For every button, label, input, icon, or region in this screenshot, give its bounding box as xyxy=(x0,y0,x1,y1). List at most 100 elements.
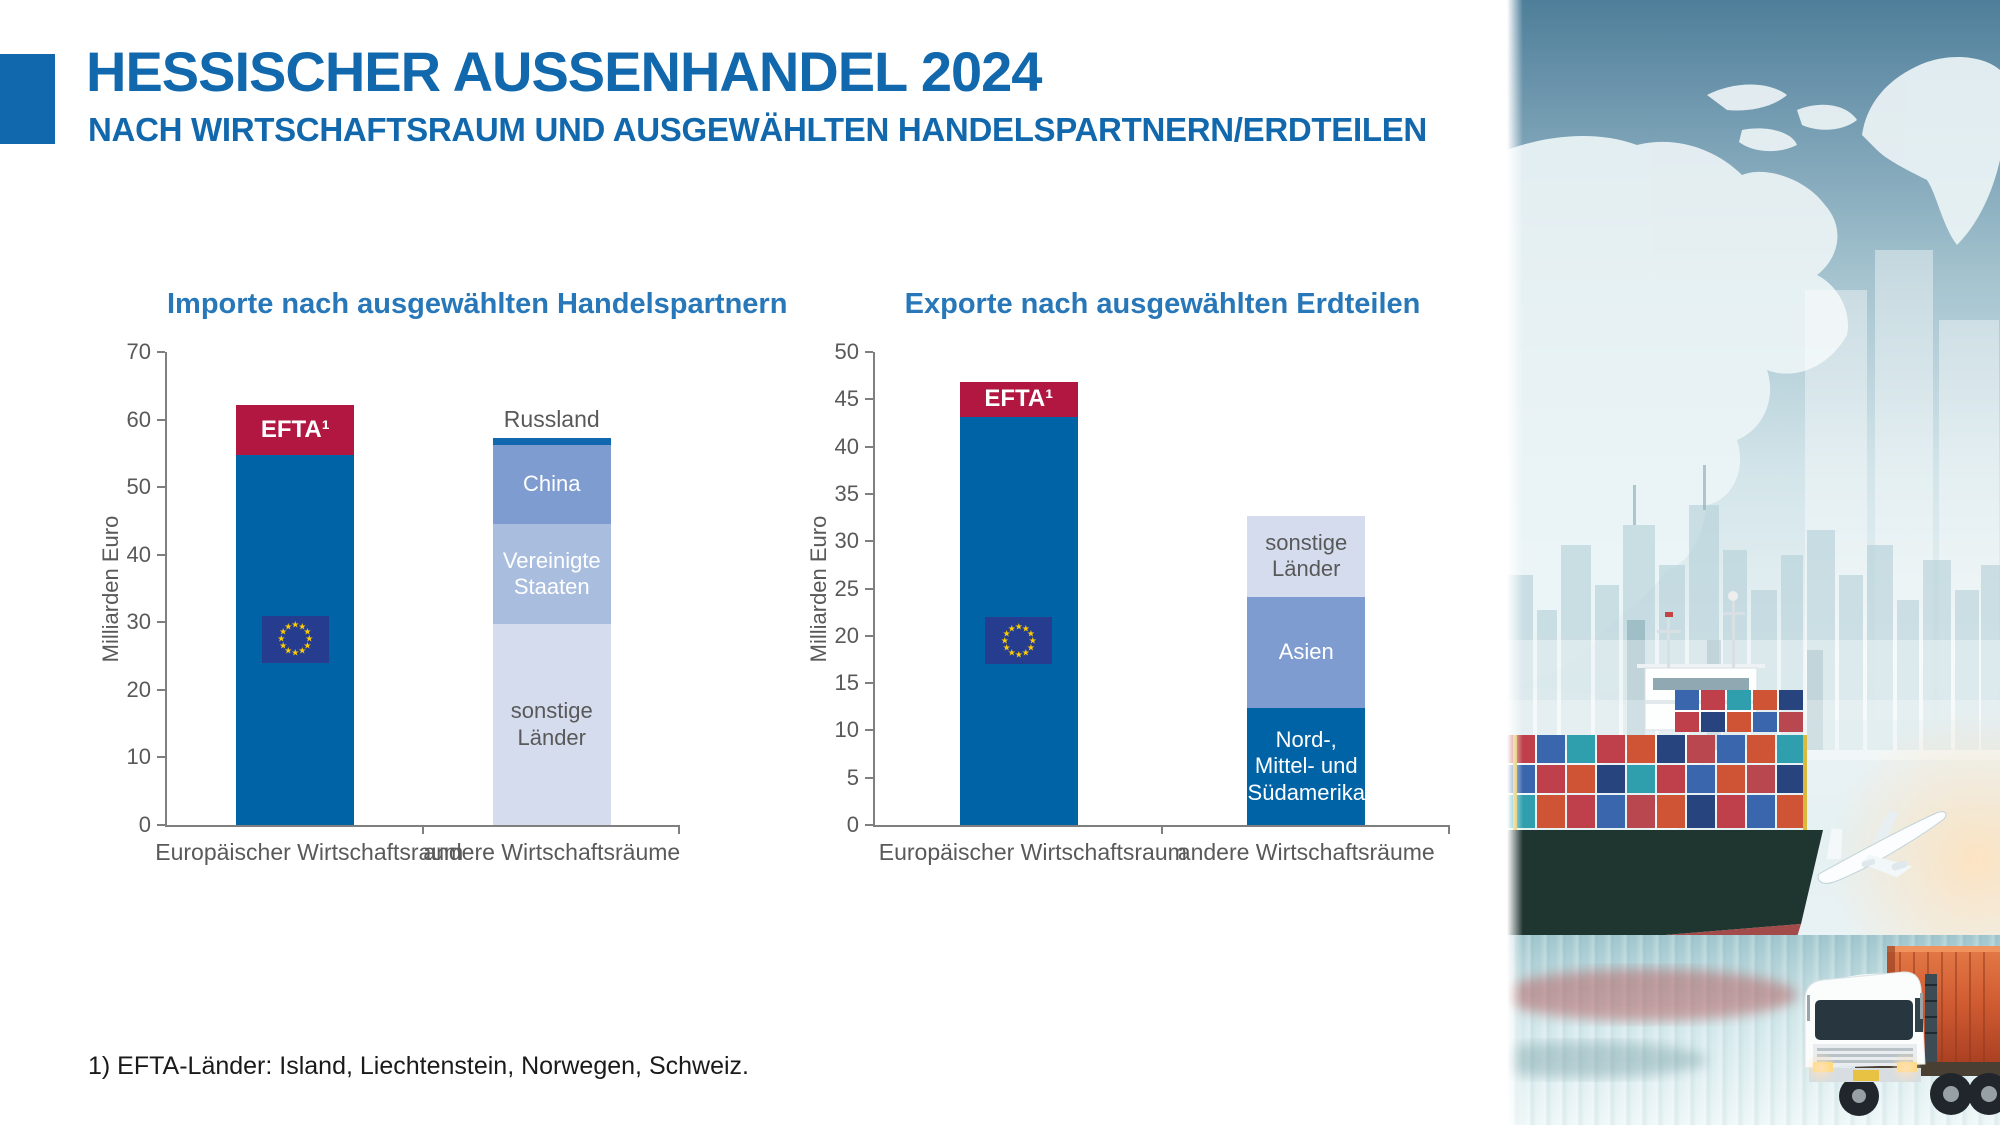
y-tick-label: 15 xyxy=(834,670,859,696)
y-tick-label: 0 xyxy=(846,812,859,837)
y-axis-line xyxy=(165,352,167,827)
y-axis-title: Milliarden Euro xyxy=(98,515,123,662)
page-title: HESSISCHER AUSSENHANDEL 2024 xyxy=(86,40,1042,103)
airplane-icon xyxy=(1817,810,1947,884)
eu-star: ★ xyxy=(1028,635,1037,646)
eu-star: ★ xyxy=(279,626,288,637)
segment-label-efta: EFTA¹ xyxy=(260,415,330,443)
y-tick-mark xyxy=(157,688,165,691)
bar-segment-efta: EFTA¹ xyxy=(236,405,355,456)
footnote: 1) EFTA-Länder: Island, Liechtenstein, N… xyxy=(88,1052,749,1080)
bar-segment-russland xyxy=(492,437,611,445)
eu-star: ★ xyxy=(284,645,293,656)
eu-star: ★ xyxy=(1021,647,1030,658)
y-tick-mark xyxy=(157,756,165,759)
eu-star: ★ xyxy=(1026,628,1035,639)
y-tick-label: 50 xyxy=(834,339,859,364)
import-chart: Importe nach ausgewählten Handelspartner… xyxy=(80,288,788,888)
segment-label-russland: Russland xyxy=(503,405,600,432)
y-tick-label: 35 xyxy=(834,480,859,506)
y-tick-mark xyxy=(865,398,873,401)
y-tick-mark xyxy=(865,776,873,779)
y-tick-mark xyxy=(865,492,873,495)
export-chart: Exporte nach ausgewählten Erdteilen Milli… xyxy=(795,288,1455,888)
bar-segment-nord-mittel-und-südamerika: Nord-, Mittel- und Südamerika xyxy=(1247,707,1366,825)
y-tick-label: 20 xyxy=(126,676,151,702)
bar-segment-sonstige-länder: sonstige Länder xyxy=(1247,515,1366,597)
accent-square xyxy=(0,54,55,144)
y-tick-label: 45 xyxy=(834,386,859,412)
y-tick-label: 40 xyxy=(834,433,859,459)
y-tick-label: 60 xyxy=(126,406,151,432)
segment-label-sonstige-länder: sonstige Länder xyxy=(1265,529,1348,582)
container-truck xyxy=(1804,946,2000,1116)
bar-segment-sonstige-länder: sonstige Länder xyxy=(492,624,611,825)
ship-hull xyxy=(1507,830,1823,948)
y-tick-mark xyxy=(157,824,165,826)
segment-label-vereinigte-staaten: Vereinigte Staaten xyxy=(502,547,601,600)
x-tick-mark xyxy=(678,827,680,834)
segment-label-nord-mittel-und-südamerika: Nord-, Mittel- und Südamerika xyxy=(1247,726,1365,805)
chart-title: Importe nach ausgewählten Handelspartner… xyxy=(167,288,788,320)
x-tick-mark xyxy=(1160,827,1163,834)
y-tick-label: 10 xyxy=(126,744,151,770)
eu-star: ★ xyxy=(303,640,312,651)
eu-star: ★ xyxy=(1000,635,1009,646)
segment-label-asien: Asien xyxy=(1278,639,1334,665)
x-axis-line xyxy=(873,825,1450,827)
eu-flag-icon: ★ ★ ★ ★ ★ ★ ★ ★ ★ ★ ★ ★ xyxy=(985,617,1053,665)
category-label: Europäischer Wirtschaftsraum xyxy=(878,839,1187,865)
category-label: andere Wirtschaftsräume xyxy=(1177,839,1435,865)
license-plate xyxy=(1853,1070,1879,1081)
eu-star: ★ xyxy=(303,626,312,637)
sun-glow xyxy=(1827,710,2000,1010)
eu-star: ★ xyxy=(291,619,300,630)
y-tick-mark xyxy=(865,634,873,637)
logistics-photo xyxy=(1507,0,2000,1125)
eu-star: ★ xyxy=(1002,628,1011,639)
y-tick-mark xyxy=(865,587,873,590)
y-tick-mark xyxy=(865,729,873,732)
segment-label-china: China xyxy=(523,471,581,497)
x-axis-line xyxy=(165,825,680,827)
y-tick-label: 10 xyxy=(834,717,859,743)
eu-star: ★ xyxy=(1021,622,1030,633)
category-label: Europäischer Wirtschaftsraum xyxy=(155,839,464,865)
eu-star: ★ xyxy=(298,621,307,632)
y-tick-mark xyxy=(865,540,873,543)
eu-star: ★ xyxy=(1026,642,1035,653)
y-tick-mark xyxy=(157,418,165,421)
eu-star: ★ xyxy=(305,633,314,644)
eu-star: ★ xyxy=(291,647,300,658)
eu-star: ★ xyxy=(284,621,293,632)
eu-star: ★ xyxy=(298,645,307,656)
y-tick-mark xyxy=(157,621,165,624)
bar-segment-asien: Asien xyxy=(1247,597,1366,708)
bar-segment-vereinigte-staaten: Vereinigte Staaten xyxy=(492,524,611,625)
segment-label-efta: EFTA¹ xyxy=(984,385,1054,413)
bar-segment-china: China xyxy=(492,444,611,525)
eu-star: ★ xyxy=(1014,649,1023,660)
x-tick-mark xyxy=(1448,827,1450,834)
y-tick-mark xyxy=(865,824,873,826)
water-reflection-teal xyxy=(1507,1042,1707,1078)
y-tick-label: 0 xyxy=(138,812,151,837)
y-tick-label: 5 xyxy=(846,764,859,790)
y-tick-label: 40 xyxy=(126,541,151,567)
eu-star: ★ xyxy=(1007,622,1016,633)
y-axis-line xyxy=(873,352,875,827)
eu-star: ★ xyxy=(1002,642,1011,653)
y-tick-label: 30 xyxy=(834,528,859,554)
y-tick-label: 30 xyxy=(126,609,151,635)
y-tick-mark xyxy=(157,351,165,353)
eu-star: ★ xyxy=(279,640,288,651)
y-tick-mark xyxy=(157,553,165,556)
y-tick-mark xyxy=(865,351,873,353)
segment-label-sonstige-länder: sonstige Länder xyxy=(510,698,593,750)
eu-flag-icon: ★ ★ ★ ★ ★ ★ ★ ★ ★ ★ ★ ★ xyxy=(261,615,329,663)
page-subtitle: NACH WIRTSCHAFTSRAUM UND AUSGEWÄHLTEN HA… xyxy=(88,111,1427,148)
y-tick-label: 25 xyxy=(834,575,859,601)
y-tick-label: 50 xyxy=(126,474,151,500)
y-tick-mark xyxy=(157,486,165,489)
